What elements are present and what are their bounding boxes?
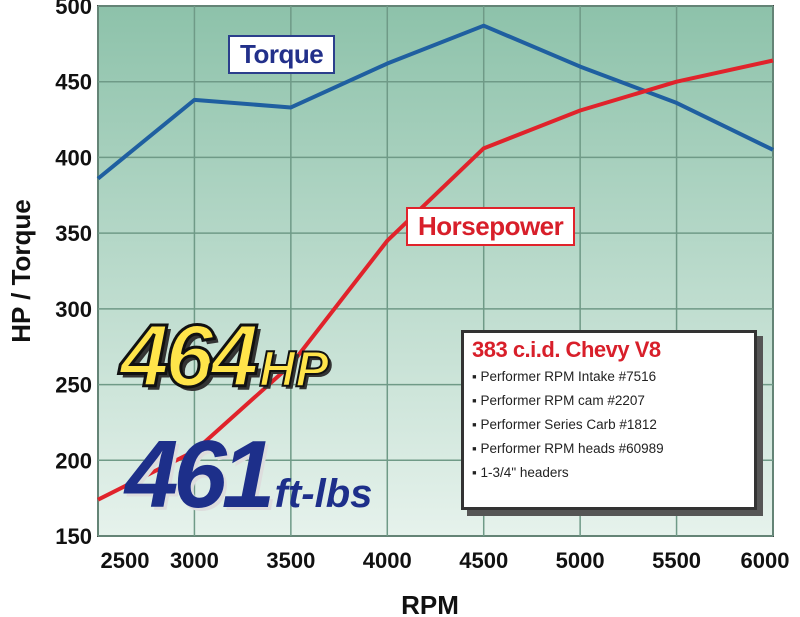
series-line-torque xyxy=(96,23,774,181)
hp-value: 464 xyxy=(119,305,261,407)
y-ticks: 150 200 250 300 350 400 450 500 xyxy=(55,0,92,549)
x-tick-label: 6000 xyxy=(741,548,790,573)
grid xyxy=(97,5,774,537)
x-tick-label: 5500 xyxy=(652,548,701,573)
series-lines xyxy=(96,23,774,502)
x-tick-label: 4000 xyxy=(363,548,412,573)
x-ticks: 2500 3000 3500 4000 4500 5000 5500 6000 xyxy=(101,548,790,573)
y-tick-label: 250 xyxy=(55,373,92,398)
spec-item: Performer Series Carb #1812 xyxy=(472,413,746,437)
x-tick-label: 2500 xyxy=(101,548,150,573)
y-tick-label: 500 xyxy=(55,0,92,19)
y-tick-label: 350 xyxy=(55,221,92,246)
x-tick-label: 4500 xyxy=(459,548,508,573)
y-tick-label: 150 xyxy=(55,524,92,549)
y-tick-label: 200 xyxy=(55,448,92,473)
x-axis-title: RPM xyxy=(401,590,459,617)
spec-item: Performer RPM cam #2207 xyxy=(472,389,746,413)
y-tick-label: 450 xyxy=(55,70,92,95)
hp-callout: 464 HP xyxy=(119,305,330,407)
x-tick-label: 3500 xyxy=(266,548,315,573)
series-line-horsepower xyxy=(97,58,774,502)
legend-torque: Torque xyxy=(228,35,336,74)
hp-unit: HP xyxy=(258,340,329,398)
torque-unit: ft-lbs xyxy=(274,472,373,516)
engine-spec-box: 383 c.i.d. Chevy V8 Performer RPM Intake… xyxy=(461,330,757,510)
engine-spec-title: 383 c.i.d. Chevy V8 xyxy=(472,337,661,362)
y-tick-label: 400 xyxy=(55,145,92,170)
spec-item: Performer RPM heads #60989 xyxy=(472,437,746,461)
x-tick-label: 5000 xyxy=(556,548,605,573)
y-tick-label: 300 xyxy=(55,297,92,322)
spec-item: 1-3/4" headers xyxy=(472,461,746,485)
spec-item: Performer RPM Intake #7516 xyxy=(472,365,746,389)
y-axis-title: HP / Torque xyxy=(6,199,36,343)
legend-horsepower: Horsepower xyxy=(406,207,576,246)
torque-callout: 461 ft-lbs xyxy=(125,420,372,530)
torque-value: 461 xyxy=(125,421,275,528)
x-tick-label: 3000 xyxy=(170,548,219,573)
